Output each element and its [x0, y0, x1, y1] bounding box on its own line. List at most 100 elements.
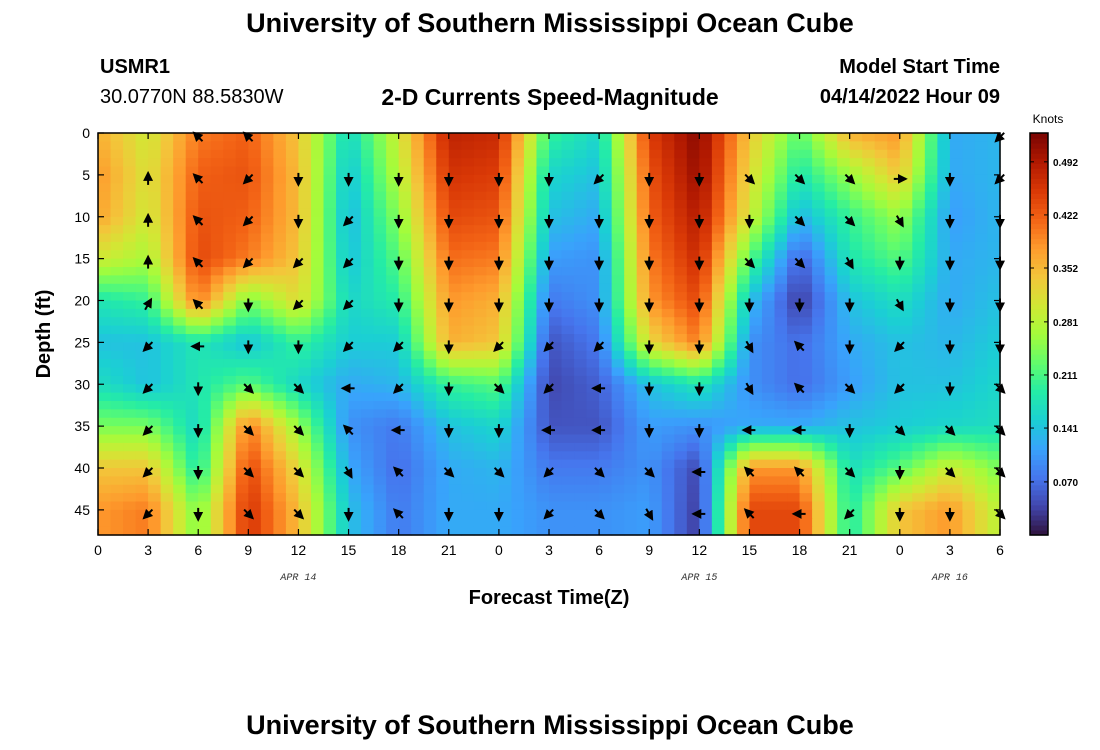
- heat-cell: [761, 158, 776, 168]
- heat-cell: [348, 484, 362, 494]
- heat-cell: [110, 208, 124, 218]
- heat-cell: [761, 308, 776, 318]
- heat-cell: [636, 518, 650, 528]
- heat-cell: [448, 359, 462, 369]
- heat-cell: [498, 409, 513, 419]
- heat-cell: [298, 468, 312, 477]
- heat-cell: [574, 292, 588, 302]
- heat-cell: [461, 334, 475, 343]
- heat-cell: [711, 526, 725, 536]
- heat-cell: [761, 409, 776, 419]
- heat-cell: [699, 501, 713, 511]
- heat-cell: [912, 476, 926, 486]
- heat-cell: [912, 250, 926, 260]
- heat-cell: [924, 342, 938, 352]
- heat-cell: [536, 158, 550, 168]
- colorbar-segment: [1030, 278, 1048, 285]
- heat-cell: [937, 426, 951, 436]
- heat-cell: [736, 350, 751, 360]
- heat-cell: [323, 434, 337, 444]
- heat-cell: [974, 174, 989, 184]
- heat-cell: [473, 233, 487, 243]
- heat-cell: [649, 225, 663, 235]
- heat-cell: [824, 233, 838, 243]
- heat-cell: [849, 216, 863, 226]
- heat-cell: [273, 200, 287, 209]
- heat-cell: [285, 308, 300, 318]
- heat-cell: [624, 384, 638, 394]
- heat-cell: [837, 476, 851, 486]
- heat-cell: [912, 493, 926, 503]
- heat-cell: [323, 250, 337, 260]
- heat-cell: [787, 417, 801, 427]
- heat-cell: [837, 384, 851, 394]
- heat-cell: [185, 384, 199, 394]
- heat-cell: [323, 183, 337, 193]
- heat-cell: [148, 183, 162, 193]
- heat-cell: [774, 225, 788, 235]
- heat-cell: [323, 401, 337, 410]
- heat-cell: [711, 426, 725, 436]
- heat-cell: [285, 526, 300, 536]
- heat-cell: [787, 317, 801, 327]
- heat-cell: [285, 518, 300, 528]
- heat-cell: [185, 459, 199, 469]
- heat-cell: [398, 216, 412, 226]
- heat-cell: [498, 292, 513, 302]
- heat-cell: [661, 518, 675, 528]
- heat-cell: [248, 166, 262, 176]
- heat-cell: [561, 258, 575, 268]
- current-arrow: [844, 383, 856, 394]
- heat-cell: [235, 409, 249, 419]
- heat-cell: [787, 267, 801, 276]
- heat-cell: [173, 141, 187, 151]
- heat-cell: [198, 526, 212, 536]
- heat-cell: [348, 149, 362, 159]
- heat-cell: [486, 325, 500, 335]
- heat-cell: [674, 367, 688, 377]
- current-arrow: [844, 467, 856, 478]
- colorbar-segment: [1030, 439, 1048, 446]
- heat-cell: [586, 158, 600, 168]
- heat-cell: [123, 493, 137, 503]
- heat-cell: [473, 325, 487, 335]
- heat-cell: [386, 451, 400, 461]
- heat-cell: [649, 174, 663, 184]
- heat-cell: [273, 359, 287, 369]
- heat-cell: [661, 493, 675, 503]
- heat-cell: [661, 308, 675, 318]
- heat-cell: [749, 359, 763, 369]
- heat-cell: [887, 208, 901, 218]
- current-arrow: [744, 257, 756, 269]
- heat-cell: [574, 149, 588, 159]
- heat-cell: [837, 451, 851, 461]
- heat-cell: [448, 317, 462, 327]
- current-arrow: [342, 341, 354, 353]
- heat-cell: [260, 384, 274, 394]
- heat-cell: [473, 267, 487, 276]
- current-arrow: [944, 425, 956, 436]
- heat-cell: [812, 375, 826, 385]
- heat-cell: [473, 166, 487, 176]
- heat-cell: [574, 208, 588, 218]
- heat-cell: [448, 200, 462, 209]
- heat-cell: [649, 375, 663, 385]
- model-start-label: Model Start Time: [839, 56, 1000, 78]
- heat-cell: [987, 317, 1001, 327]
- heat-cell: [336, 350, 350, 360]
- heat-cell: [536, 141, 550, 151]
- heat-cell: [636, 141, 650, 151]
- heat-cell: [586, 334, 600, 343]
- heat-cell: [523, 426, 538, 436]
- heat-cell: [636, 434, 650, 444]
- heat-cell: [912, 308, 926, 318]
- heat-cell: [549, 417, 563, 427]
- heat-cell: [248, 434, 262, 444]
- heat-cell: [210, 283, 224, 293]
- heat-cell: [185, 267, 199, 276]
- heat-cell: [298, 225, 312, 235]
- heat-cell: [511, 367, 525, 377]
- heat-cell: [649, 191, 663, 201]
- heat-cell: [148, 526, 162, 536]
